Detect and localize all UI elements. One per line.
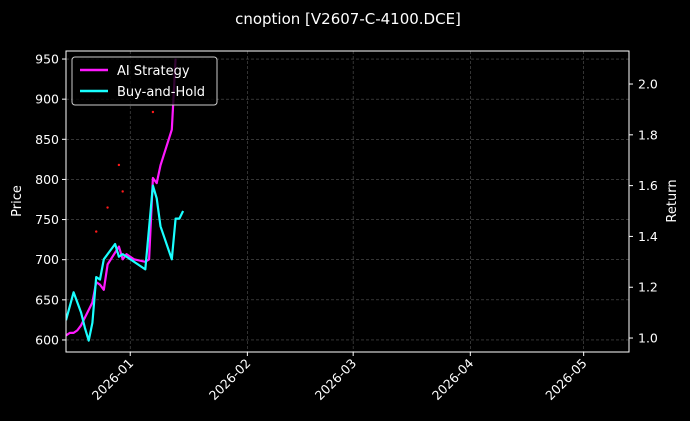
chart-marks <box>66 58 185 342</box>
chart-title: cnoption [V2607-C-4100.DCE] <box>235 10 461 28</box>
y-axis-left-label: Price <box>10 185 25 217</box>
legend-box <box>71 56 218 106</box>
y-axis-right: 1.0 1.2 1.4 1.6 1.8 2.0 <box>629 77 658 346</box>
signal-point <box>121 190 124 193</box>
series-line-ai-strategy <box>66 58 177 337</box>
y-left-tick-label: 850 <box>35 132 59 147</box>
y-right-tick-label: 1.4 <box>638 229 658 244</box>
y-right-tick-label: 1.6 <box>638 178 658 193</box>
y-right-tick-label: 1.8 <box>638 127 658 142</box>
y-right-tick-label: 1.0 <box>638 331 658 346</box>
y-right-tick-label: 2.0 <box>638 77 658 92</box>
y-left-tick-label: 650 <box>35 292 59 307</box>
plot-frame <box>65 50 630 353</box>
y-left-tick-label: 950 <box>35 52 59 67</box>
y-left-tick-label: 900 <box>35 92 59 107</box>
y-left-tick-label: 600 <box>35 332 59 347</box>
grid <box>66 51 629 352</box>
signal-point <box>106 206 109 209</box>
legend-label-buy-and-hold: Buy-and-Hold <box>117 85 205 100</box>
y-axis-left: 600 650 700 750 800 850 900 950 <box>35 52 66 347</box>
y-left-tick-label: 750 <box>35 212 59 227</box>
signal-point <box>151 110 155 114</box>
legend-label-ai-strategy: AI Strategy <box>117 64 190 79</box>
signal-point <box>117 163 121 167</box>
y-axis-right-label: Return <box>665 179 680 222</box>
signal-point <box>95 230 98 233</box>
legend: AI Strategy Buy-and-Hold <box>71 56 218 106</box>
y-right-tick-label: 1.2 <box>638 280 658 295</box>
series-line-buy-and-hold <box>66 184 185 342</box>
y-left-tick-label: 700 <box>35 252 59 267</box>
y-left-tick-label: 800 <box>35 172 59 187</box>
